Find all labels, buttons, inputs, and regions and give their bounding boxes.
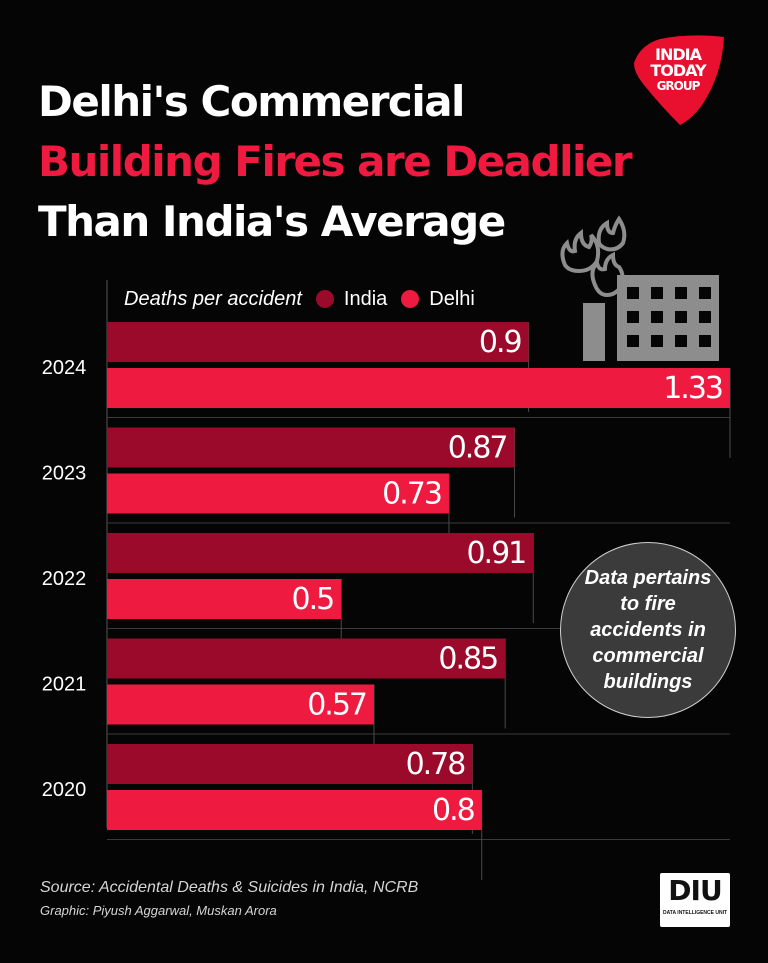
bar-india (107, 744, 473, 784)
data-label-delhi: 0.73 (382, 477, 441, 512)
diu-badge: DIU DATA INTELLIGENCE UNIT (660, 873, 730, 927)
data-label-india: 0.78 (406, 747, 466, 782)
title-line-2: Building Fires are Deadlier (38, 137, 633, 186)
bar-india (107, 322, 529, 362)
data-label-delhi: 0.57 (307, 688, 366, 723)
burning-building-icon (560, 215, 719, 361)
category-label: 2024 (42, 357, 87, 379)
legend-item-india: India (315, 287, 388, 311)
bar-delhi (107, 368, 730, 408)
title-line-3: Than India's Average (38, 197, 506, 246)
logo-line-1: INDIA (655, 45, 702, 64)
data-label-india: 0.9 (479, 325, 521, 360)
legend-text-delhi: Delhi (429, 287, 475, 310)
data-label-delhi: 1.33 (663, 371, 722, 406)
chart-title: Delhi's Commercial Building Fires are De… (38, 72, 638, 252)
category-label: 2021 (42, 674, 87, 696)
title-line-1: Delhi's Commercial (38, 77, 465, 126)
india-today-logo (634, 35, 724, 125)
legend-label: Deaths per accident (124, 287, 302, 310)
category-label: 2022 (42, 568, 87, 590)
legend-item-delhi: Delhi (401, 288, 475, 311)
callout-note: Data pertains to fire accidents in comme… (560, 542, 736, 718)
source-note: Source: Accidental Deaths & Suicides in … (40, 879, 419, 896)
bar-delhi (107, 579, 342, 619)
bar-delhi (107, 473, 449, 514)
data-label-delhi: 0.5 (291, 582, 333, 617)
bar-india (107, 638, 506, 679)
data-label-india: 0.87 (448, 431, 507, 466)
legend-swatch-delhi (401, 290, 420, 308)
data-label-india: 0.85 (438, 642, 497, 677)
category-label: 2023 (42, 463, 87, 485)
bar-india (107, 427, 515, 468)
data-label-india: 0.91 (466, 536, 525, 571)
category-label: 2020 (42, 779, 87, 801)
diu-badge-subtext: DATA INTELLIGENCE UNIT (662, 910, 728, 916)
logo-line-3: GROUP (656, 79, 701, 93)
legend-swatch-india (315, 290, 334, 308)
logo-line-2: TODAY (650, 61, 706, 80)
bar-delhi (107, 684, 374, 725)
bar-india (107, 533, 534, 573)
diu-badge-text: DIU (668, 874, 722, 907)
chart-legend: Deaths per accident India Delhi (124, 284, 489, 314)
data-label-delhi: 0.8 (432, 793, 475, 828)
bar-delhi (107, 790, 482, 830)
legend-text-india: India (343, 287, 388, 310)
logo-text: INDIA TODAY GROUP (630, 45, 726, 94)
credit-note: Graphic: Piyush Aggarwal, Muskan Arora (40, 903, 277, 918)
